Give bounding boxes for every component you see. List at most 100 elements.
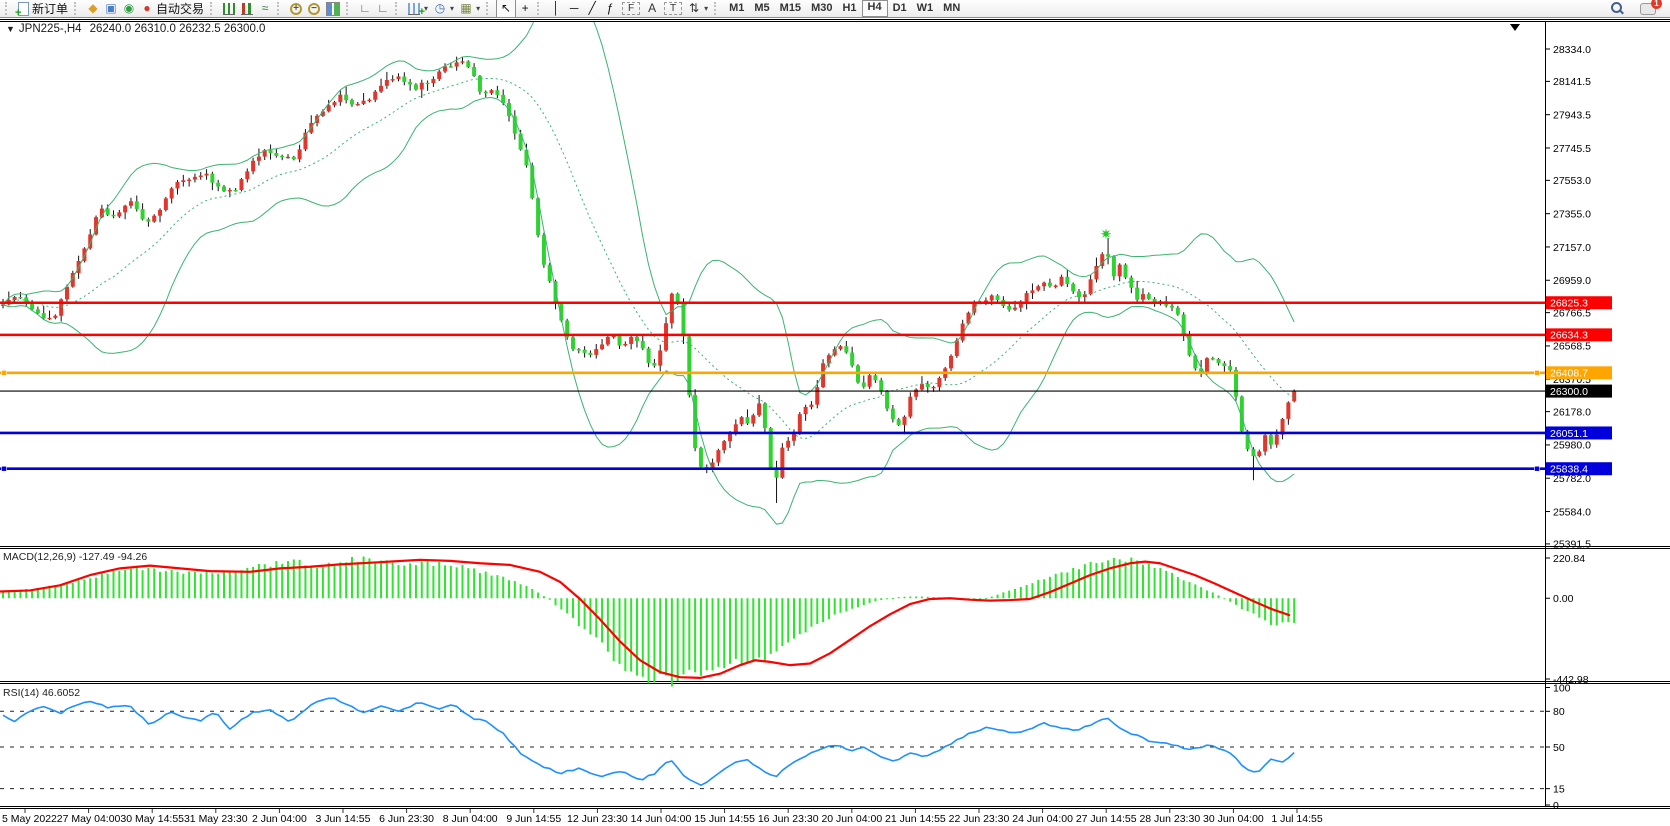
timeframe-h4-button[interactable]: H4 [861, 0, 888, 17]
candle-body [175, 182, 180, 189]
candle-body [379, 85, 384, 92]
macd-histogram-bar [193, 571, 196, 599]
indicators-button[interactable]: ∟ [356, 0, 374, 17]
candle-body [931, 386, 936, 389]
new-chart-icon [408, 2, 425, 19]
dropdown-caret-icon[interactable]: ▾ [450, 4, 455, 13]
macd-histogram-bar [1048, 576, 1051, 599]
crosshair-button[interactable]: + [516, 0, 534, 17]
macd-histogram-bar [1130, 557, 1133, 599]
candle-body [128, 201, 133, 206]
data-window-button[interactable]: ▣ [102, 0, 120, 17]
macd-histogram-bar [182, 573, 185, 599]
chevron-down-icon[interactable]: ▼ [6, 24, 15, 34]
macd-histogram-bar [275, 561, 278, 599]
crosshair-icon: + [521, 1, 529, 15]
chart-title[interactable]: ▼ JPN225-,H4 26240.0 26310.0 26232.5 26300… [6, 23, 265, 35]
star-marker[interactable] [1100, 228, 1112, 240]
dropdown-caret-icon[interactable]: ▾ [424, 4, 429, 13]
new-chart-button[interactable]: ▾ [405, 0, 431, 19]
tile-windows-button[interactable] [323, 0, 343, 17]
cursor-button[interactable]: ↖ [496, 0, 517, 18]
candle-body [879, 380, 884, 392]
new-order-icon [15, 1, 29, 20]
timeframe-m5-button[interactable]: M5 [754, 2, 770, 14]
market-watch-button[interactable]: ◆ [84, 0, 102, 17]
chart-shift-triangle-icon[interactable] [1510, 24, 1520, 31]
line-chart-button[interactable]: ≈ [256, 0, 274, 17]
macd-histogram-bar [176, 571, 179, 599]
macd-histogram-bar [839, 598, 842, 613]
macd-histogram-bar [589, 598, 592, 635]
period-markers-button[interactable]: ∟ [374, 0, 392, 17]
rsi-axis-label: 15 [1553, 783, 1565, 795]
candlestick-chart-button[interactable] [238, 0, 256, 17]
dropdown-caret-icon[interactable]: ▾ [476, 4, 481, 13]
candle-body [890, 408, 895, 420]
timeframe-m30-button[interactable]: M30 [811, 2, 833, 14]
text-label-button[interactable]: T [661, 0, 685, 17]
fibonacci-button[interactable]: ƒ [601, 0, 619, 17]
templates-button[interactable]: ▦ ▾ [457, 0, 483, 17]
candle-body [873, 375, 878, 381]
price-tick-label: 25980.0 [1553, 440, 1591, 452]
macd-histogram-bar [833, 598, 836, 615]
macd-histogram-bar [763, 598, 766, 662]
timeframe-d1-button[interactable]: D1 [892, 2, 907, 14]
timeframe-mn-button[interactable]: MN [943, 2, 961, 14]
candle-body [431, 78, 436, 84]
search-icon[interactable] [1611, 2, 1624, 15]
text-button[interactable]: A [643, 0, 661, 17]
macd-histogram-bar [478, 573, 481, 599]
macd-histogram-bar [758, 598, 761, 658]
bollinger-lower-line [2, 97, 1295, 525]
trendline-button[interactable]: ╱ [583, 0, 601, 17]
candle-body [227, 189, 232, 192]
horizontal-line-button[interactable]: ─ [565, 0, 583, 17]
arrows-button[interactable]: ⇅ ▾ [685, 0, 711, 17]
timeframe-m1-button[interactable]: M1 [729, 2, 745, 14]
candle-body [18, 297, 23, 299]
macd-histogram-bar [1246, 598, 1249, 612]
navigator-icon: ◉ [123, 1, 135, 15]
autotrading-button[interactable]: ● 自动交易 [138, 0, 207, 17]
timeframe-m15-button[interactable]: M15 [779, 2, 802, 14]
zoom-out-button[interactable]: − [305, 0, 323, 17]
zoom-in-button[interactable]: + [287, 0, 305, 17]
chart-canvas[interactable]: 28334.0 28141.5 27943.5 27745.5 27553.0 27355… [0, 19, 1670, 826]
channel-button[interactable]: F [619, 0, 643, 17]
navigator-button[interactable]: ◉ [120, 0, 138, 17]
timeframe-h1-button[interactable]: H1 [842, 2, 857, 14]
time-tick-label: 2 Jun 04:00 [252, 813, 307, 825]
chat-icon[interactable]: 1 [1640, 0, 1662, 15]
macd-panel: 220.84 0.00 -442.98 [0, 553, 1589, 687]
candle-body [1135, 287, 1140, 300]
candle-body [949, 355, 954, 369]
candle-body [640, 341, 645, 349]
candle-body [1146, 294, 1151, 299]
price-badge-label: 26051.1 [1550, 428, 1588, 440]
macd-histogram-bar [513, 581, 516, 599]
line-handle[interactable] [1534, 465, 1540, 472]
macd-histogram-bar [874, 598, 877, 602]
line-handle[interactable] [1534, 370, 1540, 376]
period-markers-icon: ∟ [377, 1, 389, 15]
macd-histogram-bar [54, 586, 57, 599]
line-handle[interactable] [1, 465, 7, 472]
bar-chart-button[interactable] [220, 0, 238, 17]
new-order-button[interactable]: 新订单 [15, 0, 71, 20]
candle-body [355, 103, 360, 106]
profiles-button[interactable]: ◷ ▾ [431, 0, 457, 17]
macd-histogram-bar [1037, 579, 1040, 599]
candle-body [396, 76, 401, 80]
candle-body [460, 61, 465, 63]
macd-histogram-bar [1159, 567, 1162, 599]
line-handle[interactable] [1, 370, 7, 376]
timeframe-w1-button[interactable]: W1 [916, 2, 934, 14]
vertical-line-button[interactable]: │ [547, 0, 565, 17]
candle-body [94, 217, 99, 235]
macd-histogram-bar [356, 562, 359, 599]
candle-body [600, 344, 605, 350]
candle-body [1013, 307, 1018, 310]
dropdown-caret-icon[interactable]: ▾ [704, 4, 709, 13]
